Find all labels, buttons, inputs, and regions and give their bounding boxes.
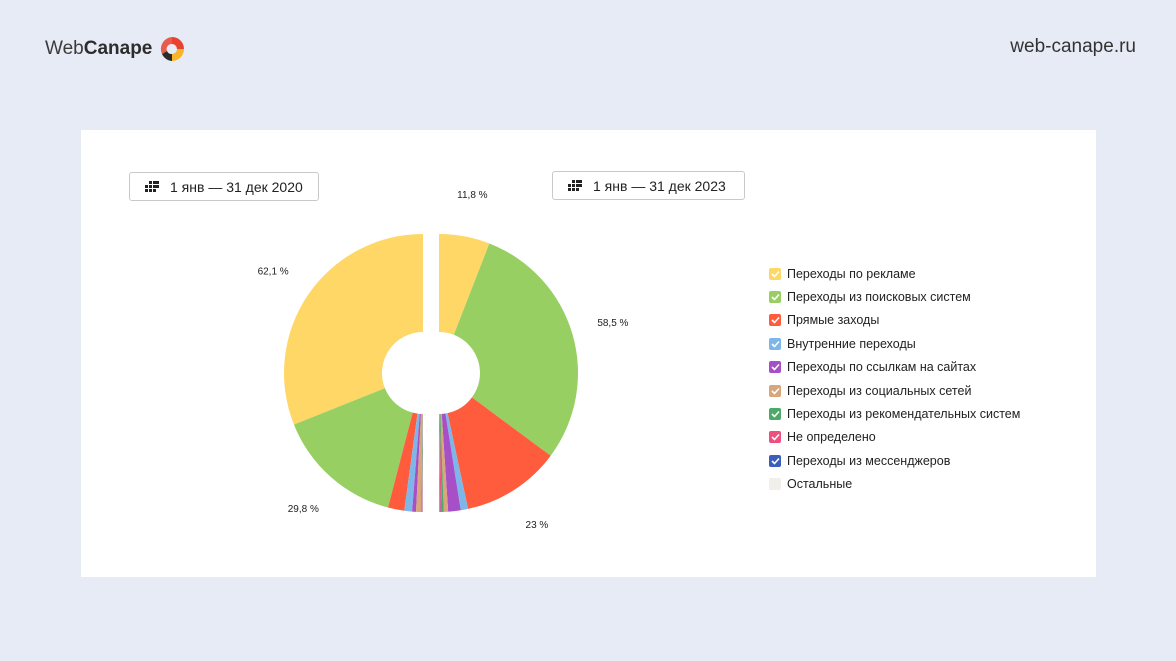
checkmark-icon[interactable] bbox=[769, 361, 781, 374]
pie-slice[interactable] bbox=[439, 234, 490, 335]
data-label: 58,5 % bbox=[597, 318, 628, 329]
legend-item[interactable]: Переходы из поисковых систем bbox=[769, 285, 1020, 308]
checkmark-icon[interactable] bbox=[769, 408, 781, 421]
checkmark-icon[interactable] bbox=[769, 337, 781, 350]
data-label: 11,8 % bbox=[457, 190, 487, 201]
period-button-2023[interactable]: 1 янв — 31 дек 2023 bbox=[552, 171, 745, 200]
legend-item[interactable]: Не определено bbox=[769, 426, 1020, 449]
legend-item[interactable]: Переходы из социальных сетей bbox=[769, 379, 1020, 402]
chart-legend: Переходы по рекламе Переходы из поисковых… bbox=[769, 262, 1020, 496]
period-button-2020[interactable]: 1 янв — 31 дек 2020 bbox=[129, 172, 319, 201]
pie-slice[interactable] bbox=[439, 413, 444, 512]
legend-label: Переходы из мессенджеров bbox=[787, 453, 951, 468]
checkmark-icon[interactable] bbox=[769, 267, 781, 280]
pie-slice[interactable] bbox=[439, 413, 441, 512]
legend-label: Не определено bbox=[787, 430, 876, 445]
pie-slice[interactable] bbox=[447, 397, 551, 509]
legend-item[interactable]: Переходы по ссылкам на сайтах bbox=[769, 356, 1020, 379]
legend-item[interactable]: Остальные bbox=[769, 473, 1020, 496]
pie-slice[interactable] bbox=[441, 413, 461, 512]
calendar-icon bbox=[144, 180, 159, 193]
data-label: 62,1 % bbox=[258, 266, 289, 277]
pie-slice[interactable] bbox=[283, 234, 423, 425]
checkmark-icon[interactable] bbox=[769, 454, 781, 467]
legend-swatch[interactable] bbox=[769, 478, 781, 491]
logo-text-canape: Canape bbox=[83, 38, 153, 59]
calendar-icon bbox=[567, 179, 582, 192]
pie-slice[interactable] bbox=[388, 412, 418, 511]
pie-slice[interactable] bbox=[422, 413, 423, 512]
legend-item[interactable]: Прямые заходы bbox=[769, 309, 1020, 332]
legend-label: Переходы из социальных сетей bbox=[787, 383, 972, 398]
pie-slice[interactable] bbox=[439, 413, 442, 512]
pie-slice[interactable] bbox=[416, 413, 423, 512]
checkmark-icon[interactable] bbox=[769, 314, 781, 327]
data-label: 23 % bbox=[526, 520, 549, 531]
legend-item[interactable]: Переходы из мессенджеров bbox=[769, 449, 1020, 472]
legend-label: Переходы по ссылкам на сайтах bbox=[787, 360, 977, 375]
pie-slice[interactable] bbox=[453, 243, 578, 456]
pie-slice[interactable] bbox=[293, 388, 413, 508]
chart-card: 1 янв — 31 дек 2020 1 янв — 31 дек 2023 … bbox=[81, 130, 1096, 577]
pie-slice[interactable] bbox=[445, 413, 469, 511]
checkmark-icon[interactable] bbox=[769, 384, 781, 397]
legend-item[interactable]: Внутренние переходы bbox=[769, 332, 1020, 355]
pie-slice[interactable] bbox=[421, 413, 423, 512]
legend-item[interactable]: Переходы из рекомендательных систем bbox=[769, 402, 1020, 425]
legend-label: Переходы из поисковых систем bbox=[787, 290, 971, 305]
pie-slice[interactable] bbox=[412, 413, 421, 512]
legend-label: Переходы из рекомендательных систем bbox=[787, 407, 1021, 422]
checkmark-icon[interactable] bbox=[769, 291, 781, 304]
legend-item[interactable]: Переходы по рекламе bbox=[769, 262, 1020, 285]
period-label: 1 янв — 31 дек 2020 bbox=[170, 178, 303, 195]
logo: Web Canape bbox=[45, 34, 187, 64]
legend-label: Переходы по рекламе bbox=[787, 266, 916, 281]
data-label: 29,8 % bbox=[288, 504, 319, 515]
period-label: 1 янв — 31 дек 2023 bbox=[593, 177, 726, 194]
checkmark-icon[interactable] bbox=[769, 431, 781, 444]
legend-label: Прямые заходы bbox=[787, 313, 880, 328]
pie-slice[interactable] bbox=[440, 413, 449, 512]
legend-label: Внутренние переходы bbox=[787, 336, 916, 351]
logo-mark-icon bbox=[161, 37, 185, 61]
logo-text-web: Web bbox=[45, 38, 84, 59]
pie-slice[interactable] bbox=[404, 413, 420, 512]
split-donut-chart: 62,1 % 29,8 % 11,8 % 58,5 % 23 % bbox=[258, 190, 629, 531]
site-url[interactable]: web-canape.ru bbox=[1010, 36, 1136, 57]
legend-label: Остальные bbox=[787, 477, 853, 492]
